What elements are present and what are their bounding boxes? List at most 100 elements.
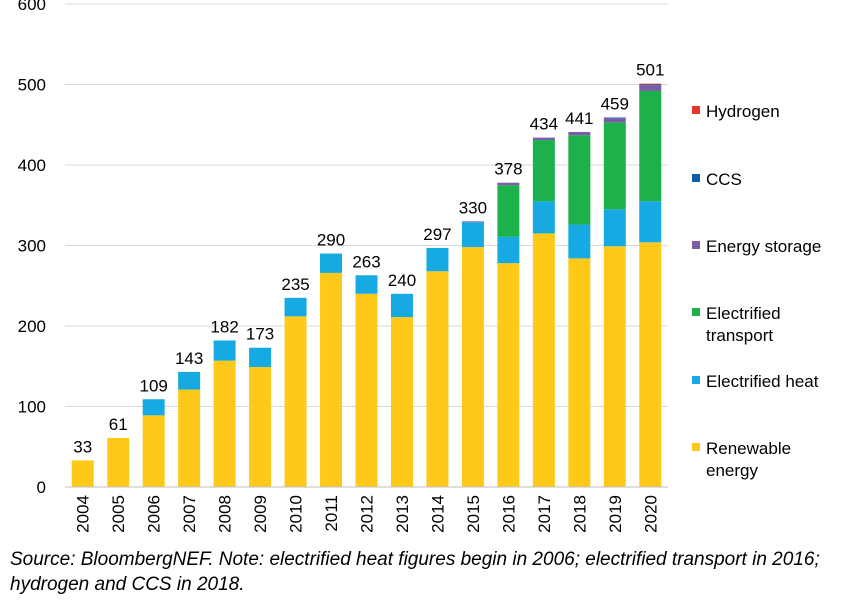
total-label-2005: 61 bbox=[109, 415, 128, 434]
legend-item-electrified-transport: Electrified transport bbox=[692, 304, 781, 345]
bar-group-2009 bbox=[249, 347, 272, 487]
total-label-2017: 434 bbox=[530, 115, 558, 134]
total-label-2020: 501 bbox=[636, 61, 664, 80]
bar-segment-2007-renewable-energy bbox=[178, 389, 201, 487]
bar-segment-2004-renewable-energy bbox=[71, 460, 94, 487]
bar-group-2012 bbox=[355, 275, 378, 487]
y-tick-label-400: 400 bbox=[18, 156, 46, 175]
bar-segment-2020-energy-storage bbox=[639, 85, 662, 91]
bar-segment-2017-electrified-heat bbox=[532, 201, 555, 234]
bar-group-2007 bbox=[178, 371, 201, 487]
y-tick-label-100: 100 bbox=[18, 398, 46, 417]
bar-group-2018 bbox=[568, 131, 591, 487]
bar-segment-2019-energy-storage bbox=[603, 118, 626, 123]
bar-segment-2020-electrified-transport bbox=[639, 90, 662, 202]
legend-label: Electrified heat bbox=[706, 372, 819, 391]
x-tick-label-2018: 2018 bbox=[570, 495, 589, 533]
legend-item-electrified-heat: Electrified heat bbox=[692, 372, 819, 391]
bar-group-2015 bbox=[461, 221, 484, 487]
bar-segment-2018-electrified-heat bbox=[568, 224, 591, 259]
bar-group-2008 bbox=[213, 340, 236, 487]
source-note-line-2: hydrogen and CCS in 2018. bbox=[10, 574, 245, 595]
legend-swatch bbox=[692, 376, 700, 384]
bar-segment-2012-renewable-energy bbox=[355, 293, 378, 487]
total-label-2010: 235 bbox=[281, 275, 309, 294]
total-label-2014: 297 bbox=[423, 225, 451, 244]
bar-group-2017 bbox=[532, 137, 555, 487]
legend-item-ccs: CCS bbox=[692, 170, 742, 189]
bar-segment-2019-electrified-transport bbox=[603, 122, 626, 210]
legend-swatch bbox=[692, 443, 700, 451]
legend-item-renewable-energy: Renewable energy bbox=[692, 439, 791, 480]
legend-swatch bbox=[692, 106, 700, 114]
bar-segment-2010-electrified-heat bbox=[284, 297, 307, 317]
legend-label: Energy storage bbox=[706, 237, 821, 256]
x-tick-label-2008: 2008 bbox=[216, 495, 235, 533]
bar-group-2019 bbox=[603, 117, 626, 487]
bar-segment-2017-renewable-energy bbox=[532, 233, 555, 487]
bar-segment-2016-electrified-transport bbox=[497, 185, 520, 237]
bar-segment-2020-electrified-heat bbox=[639, 201, 662, 243]
bar-segment-2010-renewable-energy bbox=[284, 316, 307, 487]
y-tick-label-200: 200 bbox=[18, 317, 46, 336]
y-tick-label-600: 600 bbox=[18, 0, 46, 14]
bar-segment-2008-renewable-energy bbox=[213, 360, 236, 487]
y-tick-label-300: 300 bbox=[18, 237, 46, 256]
bar-segment-2018-electrified-transport bbox=[568, 135, 591, 225]
total-label-2012: 263 bbox=[352, 252, 380, 271]
legend-label: Hydrogen bbox=[706, 102, 780, 121]
x-tick-label-2011: 2011 bbox=[322, 495, 341, 532]
y-tick-label-0: 0 bbox=[37, 478, 46, 497]
legend-label: CCS bbox=[706, 170, 742, 189]
bar-segment-2018-renewable-energy bbox=[568, 258, 591, 487]
bar-group-2014 bbox=[426, 247, 449, 487]
bar-segment-2019-ccs bbox=[603, 117, 626, 119]
axes: 0 100 200 300 400 500 600 2004 2005 2006 2007 2008 2… bbox=[18, 0, 668, 533]
total-label-2019: 459 bbox=[601, 95, 629, 114]
bar-group-2011 bbox=[320, 253, 343, 487]
bar-segment-2007-electrified-heat bbox=[178, 371, 201, 390]
source-note-line-1: Source: BloombergNEF. Note: electrified … bbox=[10, 549, 820, 570]
bar-segment-2006-electrified-heat bbox=[142, 399, 165, 416]
bar-group-2010 bbox=[284, 297, 307, 487]
x-tick-label-2007: 2007 bbox=[180, 495, 199, 533]
total-label-2011: 290 bbox=[317, 231, 345, 250]
legend-item-hydrogen: Hydrogen bbox=[692, 102, 780, 121]
bar-group-2006 bbox=[142, 399, 165, 487]
legend-swatch bbox=[692, 174, 700, 182]
bar-segment-2016-renewable-energy bbox=[497, 263, 520, 487]
bar-segment-2016-electrified-heat bbox=[497, 236, 520, 264]
total-labels: 33 61 109 143 182 173 235 290 263 240 297 330 378 434… bbox=[73, 61, 664, 457]
x-tick-label-2006: 2006 bbox=[145, 495, 164, 533]
bar-segment-2020-hydrogen bbox=[639, 83, 662, 85]
x-tick-label-2013: 2013 bbox=[393, 495, 412, 533]
bar-group-2005 bbox=[107, 437, 130, 487]
total-label-2008: 182 bbox=[210, 317, 238, 336]
bar-segment-2012-electrified-heat bbox=[355, 275, 378, 294]
bar-segment-2019-renewable-energy bbox=[603, 246, 626, 487]
bar-segment-2009-renewable-energy bbox=[249, 367, 272, 487]
bar-group-2004 bbox=[71, 460, 94, 487]
bar-segment-2014-electrified-heat bbox=[426, 247, 449, 272]
bar-segment-2013-electrified-heat bbox=[390, 293, 413, 318]
bar-segment-2019-electrified-heat bbox=[603, 209, 626, 247]
bar-segment-2015-renewable-energy bbox=[461, 247, 484, 487]
total-label-2016: 378 bbox=[494, 160, 522, 179]
x-tick-label-2004: 2004 bbox=[74, 495, 93, 533]
bar-segment-2018-energy-storage bbox=[568, 131, 591, 136]
y-tick-label-500: 500 bbox=[18, 76, 46, 95]
x-tick-label-2019: 2019 bbox=[606, 495, 625, 533]
bar-segment-2016-energy-storage bbox=[497, 182, 520, 186]
legend-label: Renewable bbox=[706, 439, 791, 458]
x-tick-label-2009: 2009 bbox=[251, 495, 270, 533]
x-tick-label-2005: 2005 bbox=[109, 495, 128, 533]
bar-segment-2014-renewable-energy bbox=[426, 271, 449, 487]
bars bbox=[71, 83, 662, 487]
legend: Hydrogen CCS Energy storage Electrified tran… bbox=[692, 102, 821, 480]
legend-swatch bbox=[692, 308, 700, 316]
bar-segment-2011-renewable-energy bbox=[320, 272, 343, 487]
bar-segment-2020-renewable-energy bbox=[639, 242, 662, 487]
total-label-2006: 109 bbox=[139, 376, 167, 395]
x-tick-label-2014: 2014 bbox=[428, 495, 447, 533]
